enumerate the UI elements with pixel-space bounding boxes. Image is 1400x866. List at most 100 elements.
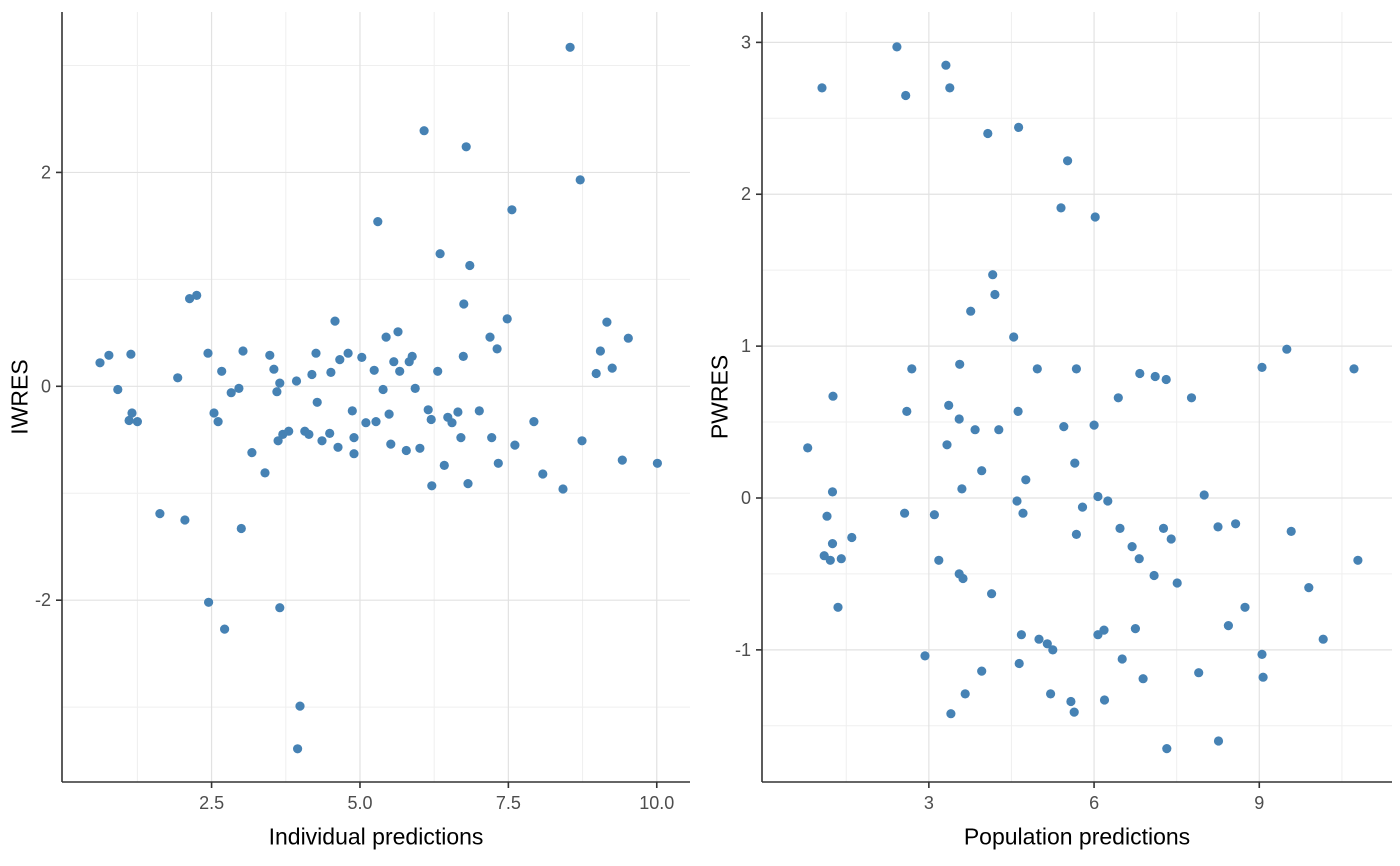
data-point — [1130, 624, 1140, 634]
data-point — [1063, 156, 1073, 166]
data-point — [507, 205, 517, 215]
data-point — [502, 314, 512, 324]
data-point — [465, 260, 475, 271]
data-point — [185, 294, 195, 304]
data-point — [827, 487, 838, 497]
data-point — [373, 217, 383, 227]
data-point — [827, 539, 838, 549]
x-tick-label: 9 — [1254, 793, 1264, 813]
data-point — [1115, 523, 1125, 534]
data-point — [847, 532, 857, 543]
data-point — [825, 555, 835, 565]
data-point — [538, 469, 548, 479]
data-point — [347, 406, 357, 416]
data-point — [958, 573, 968, 584]
data-point — [369, 365, 379, 375]
data-point — [510, 440, 520, 450]
data-point — [990, 289, 1000, 300]
data-point — [942, 440, 952, 450]
data-point — [1013, 406, 1023, 416]
data-point — [357, 352, 367, 362]
data-point — [265, 350, 275, 360]
data-point — [126, 349, 136, 359]
data-point — [966, 306, 976, 316]
data-point — [104, 350, 114, 360]
data-point — [132, 417, 142, 427]
data-point — [1117, 654, 1127, 664]
data-point — [381, 332, 391, 342]
data-point — [1099, 625, 1109, 635]
data-point — [393, 327, 403, 337]
data-point — [371, 417, 381, 427]
data-point — [828, 391, 838, 401]
data-point — [929, 510, 940, 520]
data-point — [1059, 422, 1069, 432]
x-tick-label: 3 — [924, 793, 934, 813]
data-point — [295, 701, 305, 711]
data-point — [423, 405, 433, 415]
data-point — [361, 418, 371, 428]
data-point — [957, 484, 967, 494]
data-point — [1012, 496, 1022, 506]
data-point — [333, 442, 343, 452]
x-tick-label: 5.0 — [347, 793, 372, 813]
data-point — [934, 555, 944, 565]
data-point — [900, 508, 910, 518]
data-point — [1166, 534, 1176, 544]
data-point — [272, 387, 282, 397]
data-point — [817, 83, 827, 93]
data-point — [238, 346, 248, 356]
data-point — [595, 346, 606, 356]
y-axis-title-iwres: IWRES — [6, 359, 33, 435]
data-point — [1162, 744, 1172, 754]
data-point — [1042, 639, 1052, 649]
data-point — [1194, 668, 1204, 678]
data-point — [1070, 458, 1080, 468]
data-point — [1016, 630, 1026, 640]
y-tick-label: 0 — [41, 376, 51, 396]
data-point — [459, 299, 469, 309]
data-point — [1014, 122, 1024, 132]
data-point — [1223, 621, 1233, 631]
x-tick-label: 2.5 — [199, 793, 224, 813]
data-point — [1077, 502, 1088, 512]
data-point — [209, 408, 219, 418]
data-point — [463, 479, 473, 489]
data-point — [1066, 696, 1076, 707]
y-tick-label: 1 — [741, 336, 751, 356]
data-point — [1150, 371, 1160, 382]
data-point — [124, 415, 134, 426]
data-point — [946, 709, 956, 719]
data-point — [1069, 707, 1079, 717]
data-point — [1071, 529, 1081, 540]
data-point — [945, 83, 955, 93]
data-point — [493, 458, 503, 468]
data-point — [284, 426, 294, 436]
data-point — [378, 384, 388, 395]
data-point — [204, 597, 214, 607]
x-axis-title-population-predictions: Population predictions — [963, 823, 1191, 850]
data-point — [607, 363, 617, 373]
data-point — [180, 515, 190, 525]
data-point — [307, 369, 317, 380]
iwres-vs-ipred-panel: 2.5 5.0 7.5 10.0 -2 0 2 — [35, 12, 690, 813]
data-point — [960, 689, 970, 699]
data-point — [836, 554, 846, 564]
data-point — [1090, 212, 1100, 222]
data-point — [487, 433, 497, 443]
data-point — [401, 445, 411, 456]
x-axis-title-individual-predictions: Individual predictions — [268, 823, 484, 850]
data-point — [1257, 649, 1267, 660]
data-point — [1258, 672, 1268, 682]
data-point — [1046, 689, 1056, 699]
data-point — [1161, 374, 1171, 385]
data-point — [304, 429, 314, 439]
data-point — [1158, 523, 1169, 534]
data-point — [1099, 695, 1110, 705]
data-point — [173, 373, 183, 383]
data-point — [955, 359, 965, 369]
data-point — [1093, 491, 1103, 502]
data-point — [269, 364, 279, 374]
data-point — [941, 60, 951, 70]
